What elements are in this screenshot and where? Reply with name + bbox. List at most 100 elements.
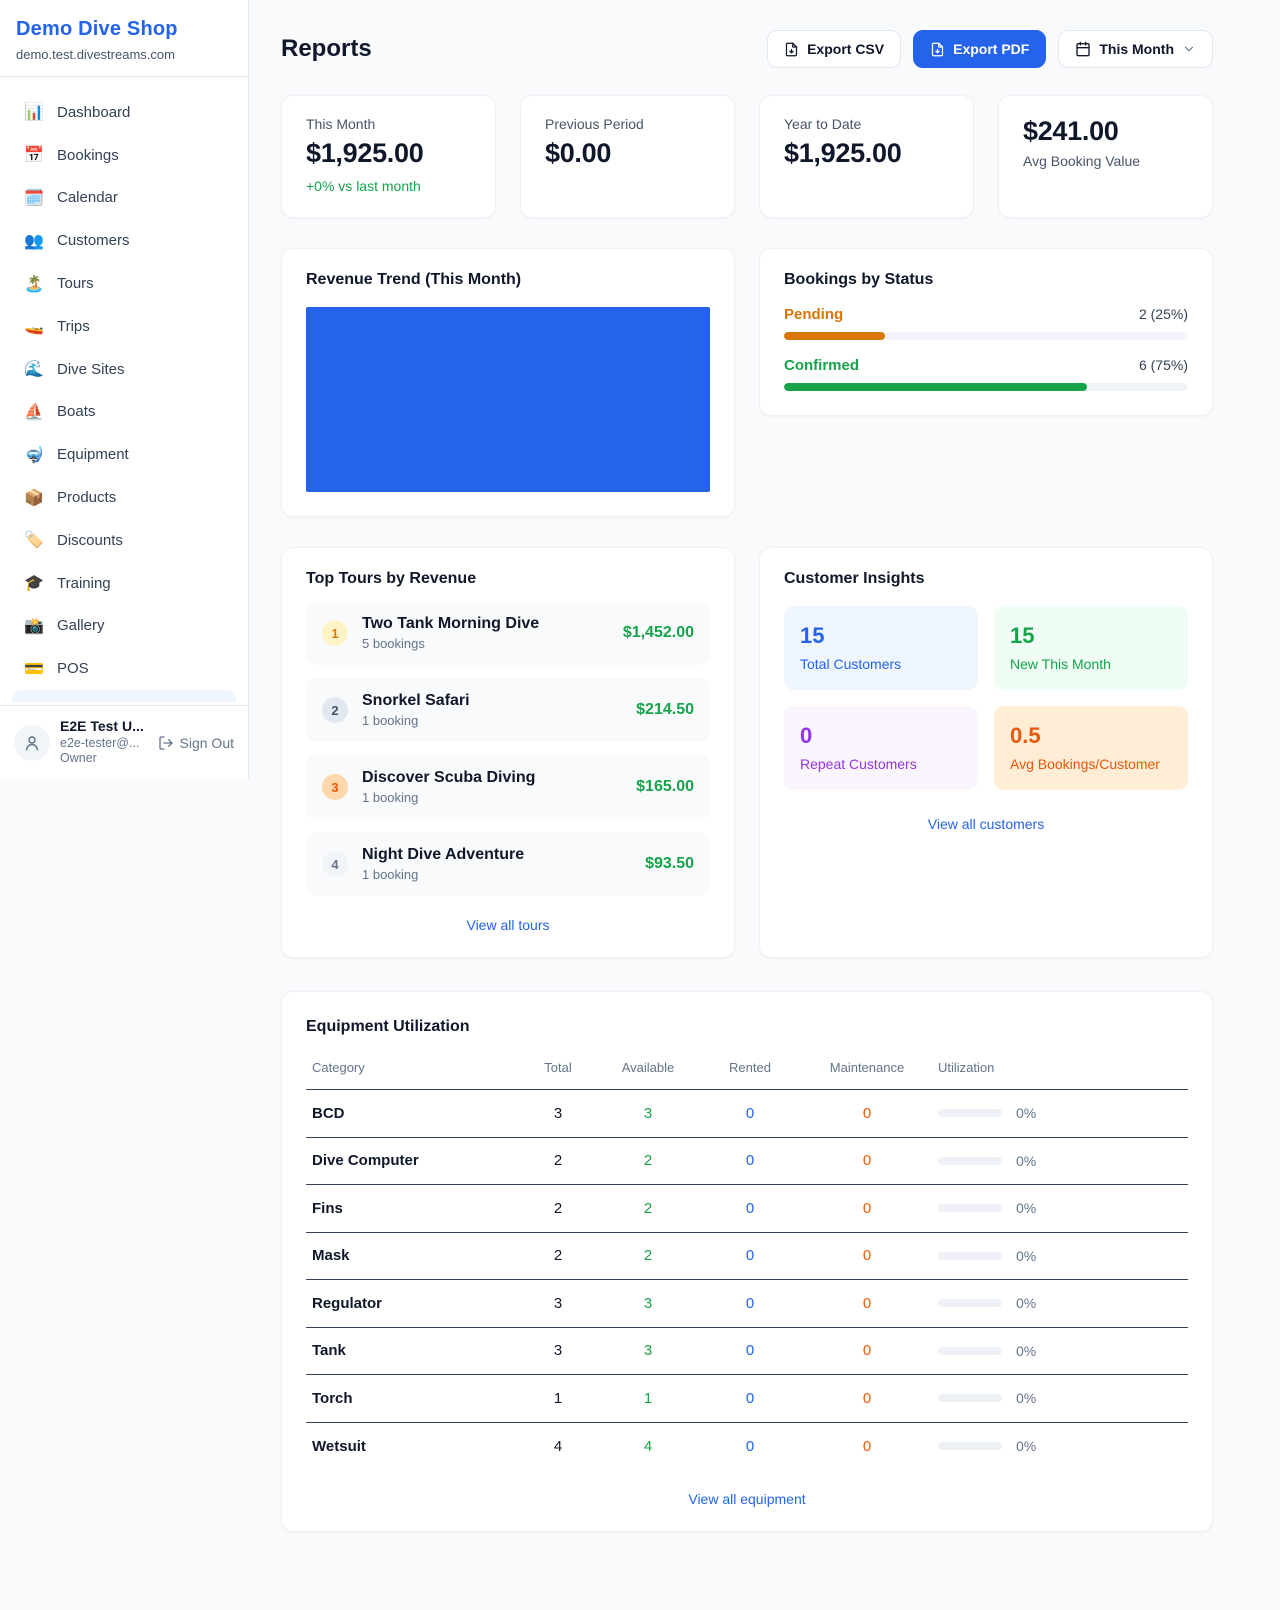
revenue-trend-card: Revenue Trend (This Month) [281,248,735,517]
export-pdf-button[interactable]: Export PDF [913,30,1047,68]
sidebar-item-label: Equipment [57,446,129,464]
cell-total: 2 [518,1184,598,1233]
cell-maintenance: 0 [802,1279,932,1328]
utilization-bar [938,1204,1002,1213]
sidebar-item-discounts[interactable]: 🏷️ Discounts [12,519,236,562]
sign-out-button[interactable]: Sign Out [158,735,234,751]
view-all-equipment-link[interactable]: View all equipment [688,1490,806,1507]
export-csv-button[interactable]: Export CSV [767,30,902,68]
status-label: Confirmed [784,357,859,374]
cell-total: 3 [518,1279,598,1328]
sidebar-item-pos[interactable]: 💳 POS [12,647,236,690]
tile-value: 15 [1010,623,1035,648]
status-bar-track [784,383,1188,391]
cell-available: 3 [598,1089,698,1138]
sidebar-item-label: Boats [57,403,96,421]
sidebar-item-boats[interactable]: ⛵ Boats [12,391,236,434]
sidebar-header: Demo Dive Shop demo.test.divestreams.com [0,0,248,77]
sidebar-item-products[interactable]: 📦 Products [12,476,236,519]
utilization-bar [938,1156,1002,1165]
equipment-utilization-card: Equipment Utilization Category Total Ava… [281,991,1213,1532]
package-icon: 📦 [24,489,44,507]
utilization-percent: 0% [1016,1390,1037,1407]
charts-row: Revenue Trend (This Month) Bookings by S… [281,248,1213,517]
cell-available: 4 [643,1437,653,1455]
sidebar-item-tours[interactable]: 🏝️ Tours [12,262,236,305]
tour-info: Snorkel Safari 1 booking [362,692,624,728]
cell-rented: 0 [745,1437,755,1455]
sidebar-item-gallery[interactable]: 📸 Gallery [12,605,236,648]
table-row: Tank 3 3 0 0 0% [306,1327,1188,1375]
stat-card-this-month: This Month $1,925.00 +0% vs last month [281,95,496,218]
utilization-percent: 0% [1016,1247,1037,1264]
utilization-percent: 0% [1016,1105,1037,1122]
status-row-confirmed: Confirmed 6 (75%) [784,357,1188,374]
cell-available: 3 [598,1327,698,1375]
utilization-percent: 0% [1016,1200,1037,1217]
cell-category: Regulator [306,1279,518,1328]
cell-category: BCD [306,1089,518,1138]
cell-maintenance: 0 [802,1137,932,1185]
tour-amount: $93.50 [645,855,694,872]
cell-available: 2 [598,1232,698,1280]
tour-bookings: 1 booking [362,790,419,805]
chevron-down-icon [1184,46,1194,52]
status-label: Pending [784,306,844,323]
page-title: Reports [281,35,372,62]
tour-amount: $1,452.00 [622,624,694,641]
stat-value: $1,925.00 [306,138,424,168]
avatar [14,724,50,761]
sidebar-item-active-partial[interactable] [12,690,236,703]
sidebar-item-label: Trips [57,317,90,335]
stat-label: This Month [306,116,376,132]
col-header-maintenance: Maintenance [802,1052,932,1090]
period-dropdown[interactable]: This Month [1058,30,1213,68]
tour-row: 2 Snorkel Safari 1 booking $214.50 [306,678,710,742]
main-content: Reports Export CSV Export PDF This Month… [281,0,1213,1532]
export-pdf-label: Export PDF [953,41,1030,57]
sidebar-item-label: Products [57,489,117,507]
user-icon [26,735,38,751]
tour-amount: $165.00 [636,778,694,795]
sidebar-item-trips[interactable]: 🚤 Trips [12,305,236,348]
tour-bookings: 5 bookings [362,636,425,651]
tour-row: 1 Two Tank Morning Dive 5 bookings $1,45… [306,601,710,665]
sidebar-item-dashboard[interactable]: 📊 Dashboard [12,91,236,134]
tour-info: Night Dive Adventure 1 booking [362,846,633,882]
sidebar-item-calendar[interactable]: 🗓️ Calendar [12,177,236,220]
utilization-bar [938,1346,1002,1355]
utilization-bar [938,1299,1002,1308]
tour-name: Night Dive Adventure [362,846,525,863]
cell-utilization: 0% [932,1089,1188,1138]
tour-name: Snorkel Safari [362,692,470,709]
table-row: BCD 3 3 0 0 0% [306,1089,1188,1138]
sidebar-item-bookings[interactable]: 📅 Bookings [12,134,236,177]
tile-value: 0 [800,723,813,748]
tour-row: 3 Discover Scuba Diving 1 booking $165.0… [306,755,710,819]
sidebar-item-dive-sites[interactable]: 🌊 Dive Sites [12,348,236,391]
tile-label: Total Customers [800,656,902,672]
cell-category: Mask [306,1232,518,1280]
user-email: e2e-tester@... [60,735,140,750]
sidebar-item-label: Dashboard [57,103,131,121]
tour-name: Two Tank Morning Dive [362,615,540,632]
cell-total: 1 [518,1374,598,1423]
view-all-tours-link[interactable]: View all tours [466,917,550,933]
logout-icon [158,735,173,750]
sidebar-item-training[interactable]: 🎓 Training [12,562,236,605]
cell-category: Torch [306,1374,518,1423]
sidebar-item-equipment[interactable]: 🤿 Equipment [12,433,236,476]
sidebar-item-label: Customers [57,232,130,250]
insights-row: Top Tours by Revenue 1 Two Tank Morning … [281,547,1213,958]
customer-insights-card: Customer Insights 15 Total Customers 15 … [759,547,1213,958]
cell-total: 2 [518,1137,598,1185]
stat-value: $241.00 [1023,116,1119,146]
calendar-icon [1076,41,1091,57]
view-all-customers-link[interactable]: View all customers [927,816,1045,832]
sidebar-user-panel: E2E Test U... e2e-tester@... Owner Sign … [0,705,248,779]
cell-category: Wetsuit [312,1437,366,1455]
sidebar-item-label: Calendar [57,189,118,207]
sidebar: Demo Dive Shop demo.test.divestreams.com… [0,0,249,779]
sidebar-item-customers[interactable]: 👥 Customers [12,219,236,262]
cell-rented: 0 [698,1232,802,1280]
